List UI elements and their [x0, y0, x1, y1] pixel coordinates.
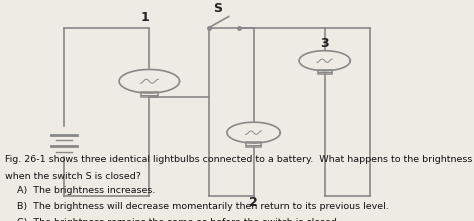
- Text: Fig. 26-1 shows three identical lightbulbs connected to a battery.  What happens: Fig. 26-1 shows three identical lightbul…: [5, 155, 474, 164]
- Text: B)  The brightness will decrease momentarily then return to its previous level.: B) The brightness will decrease momentar…: [5, 202, 389, 211]
- Text: 1: 1: [140, 11, 149, 24]
- Text: 3: 3: [320, 37, 329, 50]
- Text: 2: 2: [249, 196, 258, 209]
- Text: S: S: [214, 2, 222, 15]
- Text: C)  The brightness remains the same as before the switch is closed.: C) The brightness remains the same as be…: [5, 218, 339, 221]
- Text: A)  The brightness increases.: A) The brightness increases.: [5, 186, 155, 195]
- Text: when the switch S is closed?: when the switch S is closed?: [5, 172, 141, 181]
